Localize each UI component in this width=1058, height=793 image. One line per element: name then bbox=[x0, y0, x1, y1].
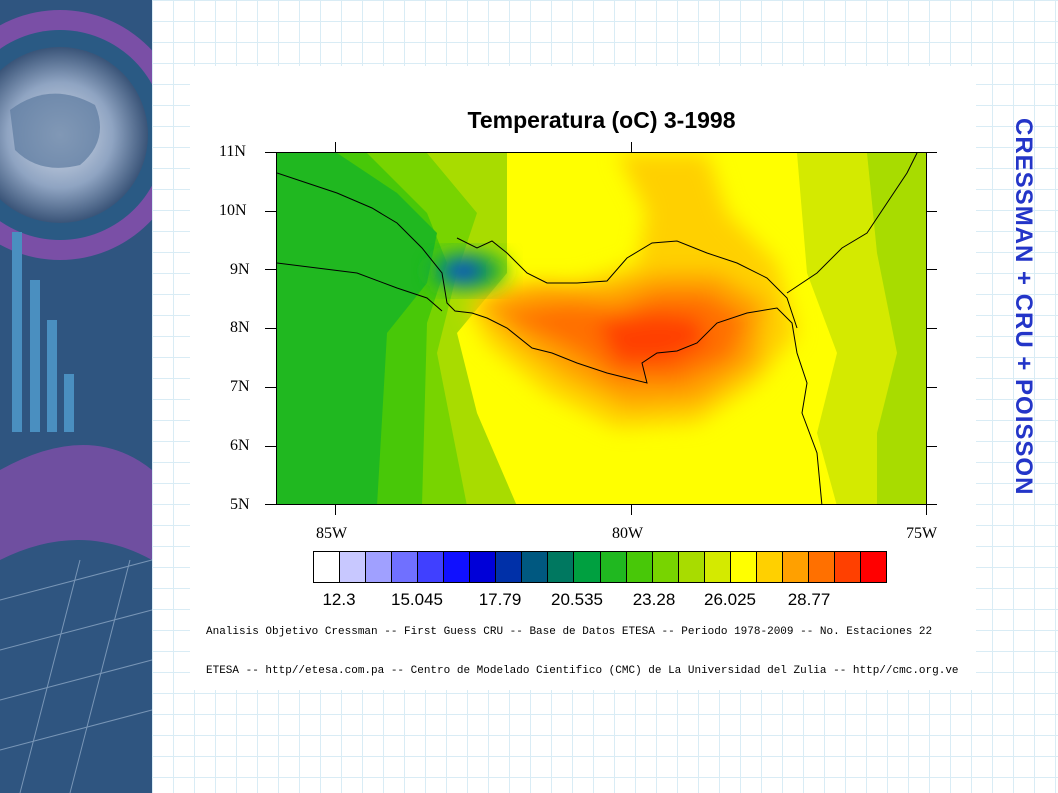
colorbar-swatch bbox=[574, 552, 601, 582]
lat-label-7n: 7N bbox=[230, 378, 250, 395]
temperature-field bbox=[277, 153, 926, 504]
lon-tick bbox=[631, 505, 632, 515]
lat-tick bbox=[927, 152, 937, 153]
colorbar-label: 17.79 bbox=[478, 590, 522, 609]
lon-label-85w: 85W bbox=[316, 525, 348, 542]
lat-tick bbox=[927, 387, 937, 388]
lat-tick bbox=[927, 328, 937, 329]
lon-tick bbox=[335, 142, 336, 152]
lat-tick bbox=[265, 387, 276, 388]
lon-tick bbox=[926, 505, 927, 515]
colorbar-swatch bbox=[678, 552, 705, 582]
lat-label-11n: 11N bbox=[219, 143, 246, 160]
lat-tick bbox=[265, 152, 276, 153]
colorbar-label: 15.045 bbox=[391, 590, 443, 609]
colorbar-label: 28.77 bbox=[787, 590, 831, 609]
lat-label-9n: 9N bbox=[230, 261, 250, 278]
colorbar-swatch bbox=[444, 552, 471, 582]
colorbar-swatch bbox=[808, 552, 835, 582]
colorbar-swatch bbox=[652, 552, 679, 582]
colorbar-label: 20.535 bbox=[551, 590, 603, 609]
colorbar-label: 23.28 bbox=[632, 590, 676, 609]
colorbar-swatch bbox=[392, 552, 419, 582]
colorbar-label: 26.025 bbox=[704, 590, 756, 609]
footer-credits-1: Analisis Objetivo Cressman -- First Gues… bbox=[206, 626, 933, 638]
colorbar-swatch bbox=[366, 552, 393, 582]
lat-tick bbox=[265, 269, 276, 270]
keyboard-graphic bbox=[0, 0, 152, 793]
color-bar bbox=[313, 551, 887, 583]
lat-tick bbox=[927, 211, 937, 212]
lat-label-6n: 6N bbox=[230, 437, 250, 454]
colorbar-swatch bbox=[704, 552, 731, 582]
colorbar-swatch bbox=[496, 552, 523, 582]
colorbar-swatch bbox=[470, 552, 497, 582]
lon-label-80w: 80W bbox=[612, 525, 644, 542]
lon-tick bbox=[631, 142, 632, 152]
slide-title: CRESSMAN + CRU + POISSON bbox=[1010, 118, 1037, 496]
lon-tick bbox=[335, 505, 336, 515]
footer-credits-2: ETESA -- http//etesa.com.pa -- Centro de… bbox=[206, 665, 958, 677]
map-title: Temperatura (oC) 3-1998 bbox=[467, 107, 736, 133]
colorbar-swatch bbox=[548, 552, 575, 582]
colorbar-swatch bbox=[782, 552, 809, 582]
lat-label-8n: 8N bbox=[230, 319, 250, 336]
temperature-map bbox=[276, 152, 927, 505]
lat-tick bbox=[927, 446, 937, 447]
lat-tick bbox=[927, 269, 937, 270]
lat-label-10n: 10N bbox=[219, 202, 247, 219]
colorbar-swatch bbox=[756, 552, 783, 582]
colorbar-label: 12.3 bbox=[322, 590, 356, 609]
colorbar-swatch bbox=[730, 552, 757, 582]
lat-tick bbox=[265, 446, 276, 447]
lat-label-5n: 5N bbox=[230, 496, 250, 513]
colorbar-swatch bbox=[418, 552, 445, 582]
decorative-side-panel bbox=[0, 0, 152, 793]
colorbar-swatch bbox=[522, 552, 549, 582]
lat-tick bbox=[927, 504, 937, 505]
colorbar-swatch bbox=[626, 552, 653, 582]
colorbar-swatch bbox=[340, 552, 367, 582]
lat-tick bbox=[265, 504, 276, 505]
colorbar-swatch bbox=[314, 552, 341, 582]
lat-tick bbox=[265, 211, 276, 212]
colorbar-swatch bbox=[860, 552, 887, 582]
colorbar-swatch bbox=[600, 552, 627, 582]
lon-label-75w: 75W bbox=[906, 525, 938, 542]
lat-tick bbox=[265, 328, 276, 329]
colorbar-swatch bbox=[834, 552, 861, 582]
